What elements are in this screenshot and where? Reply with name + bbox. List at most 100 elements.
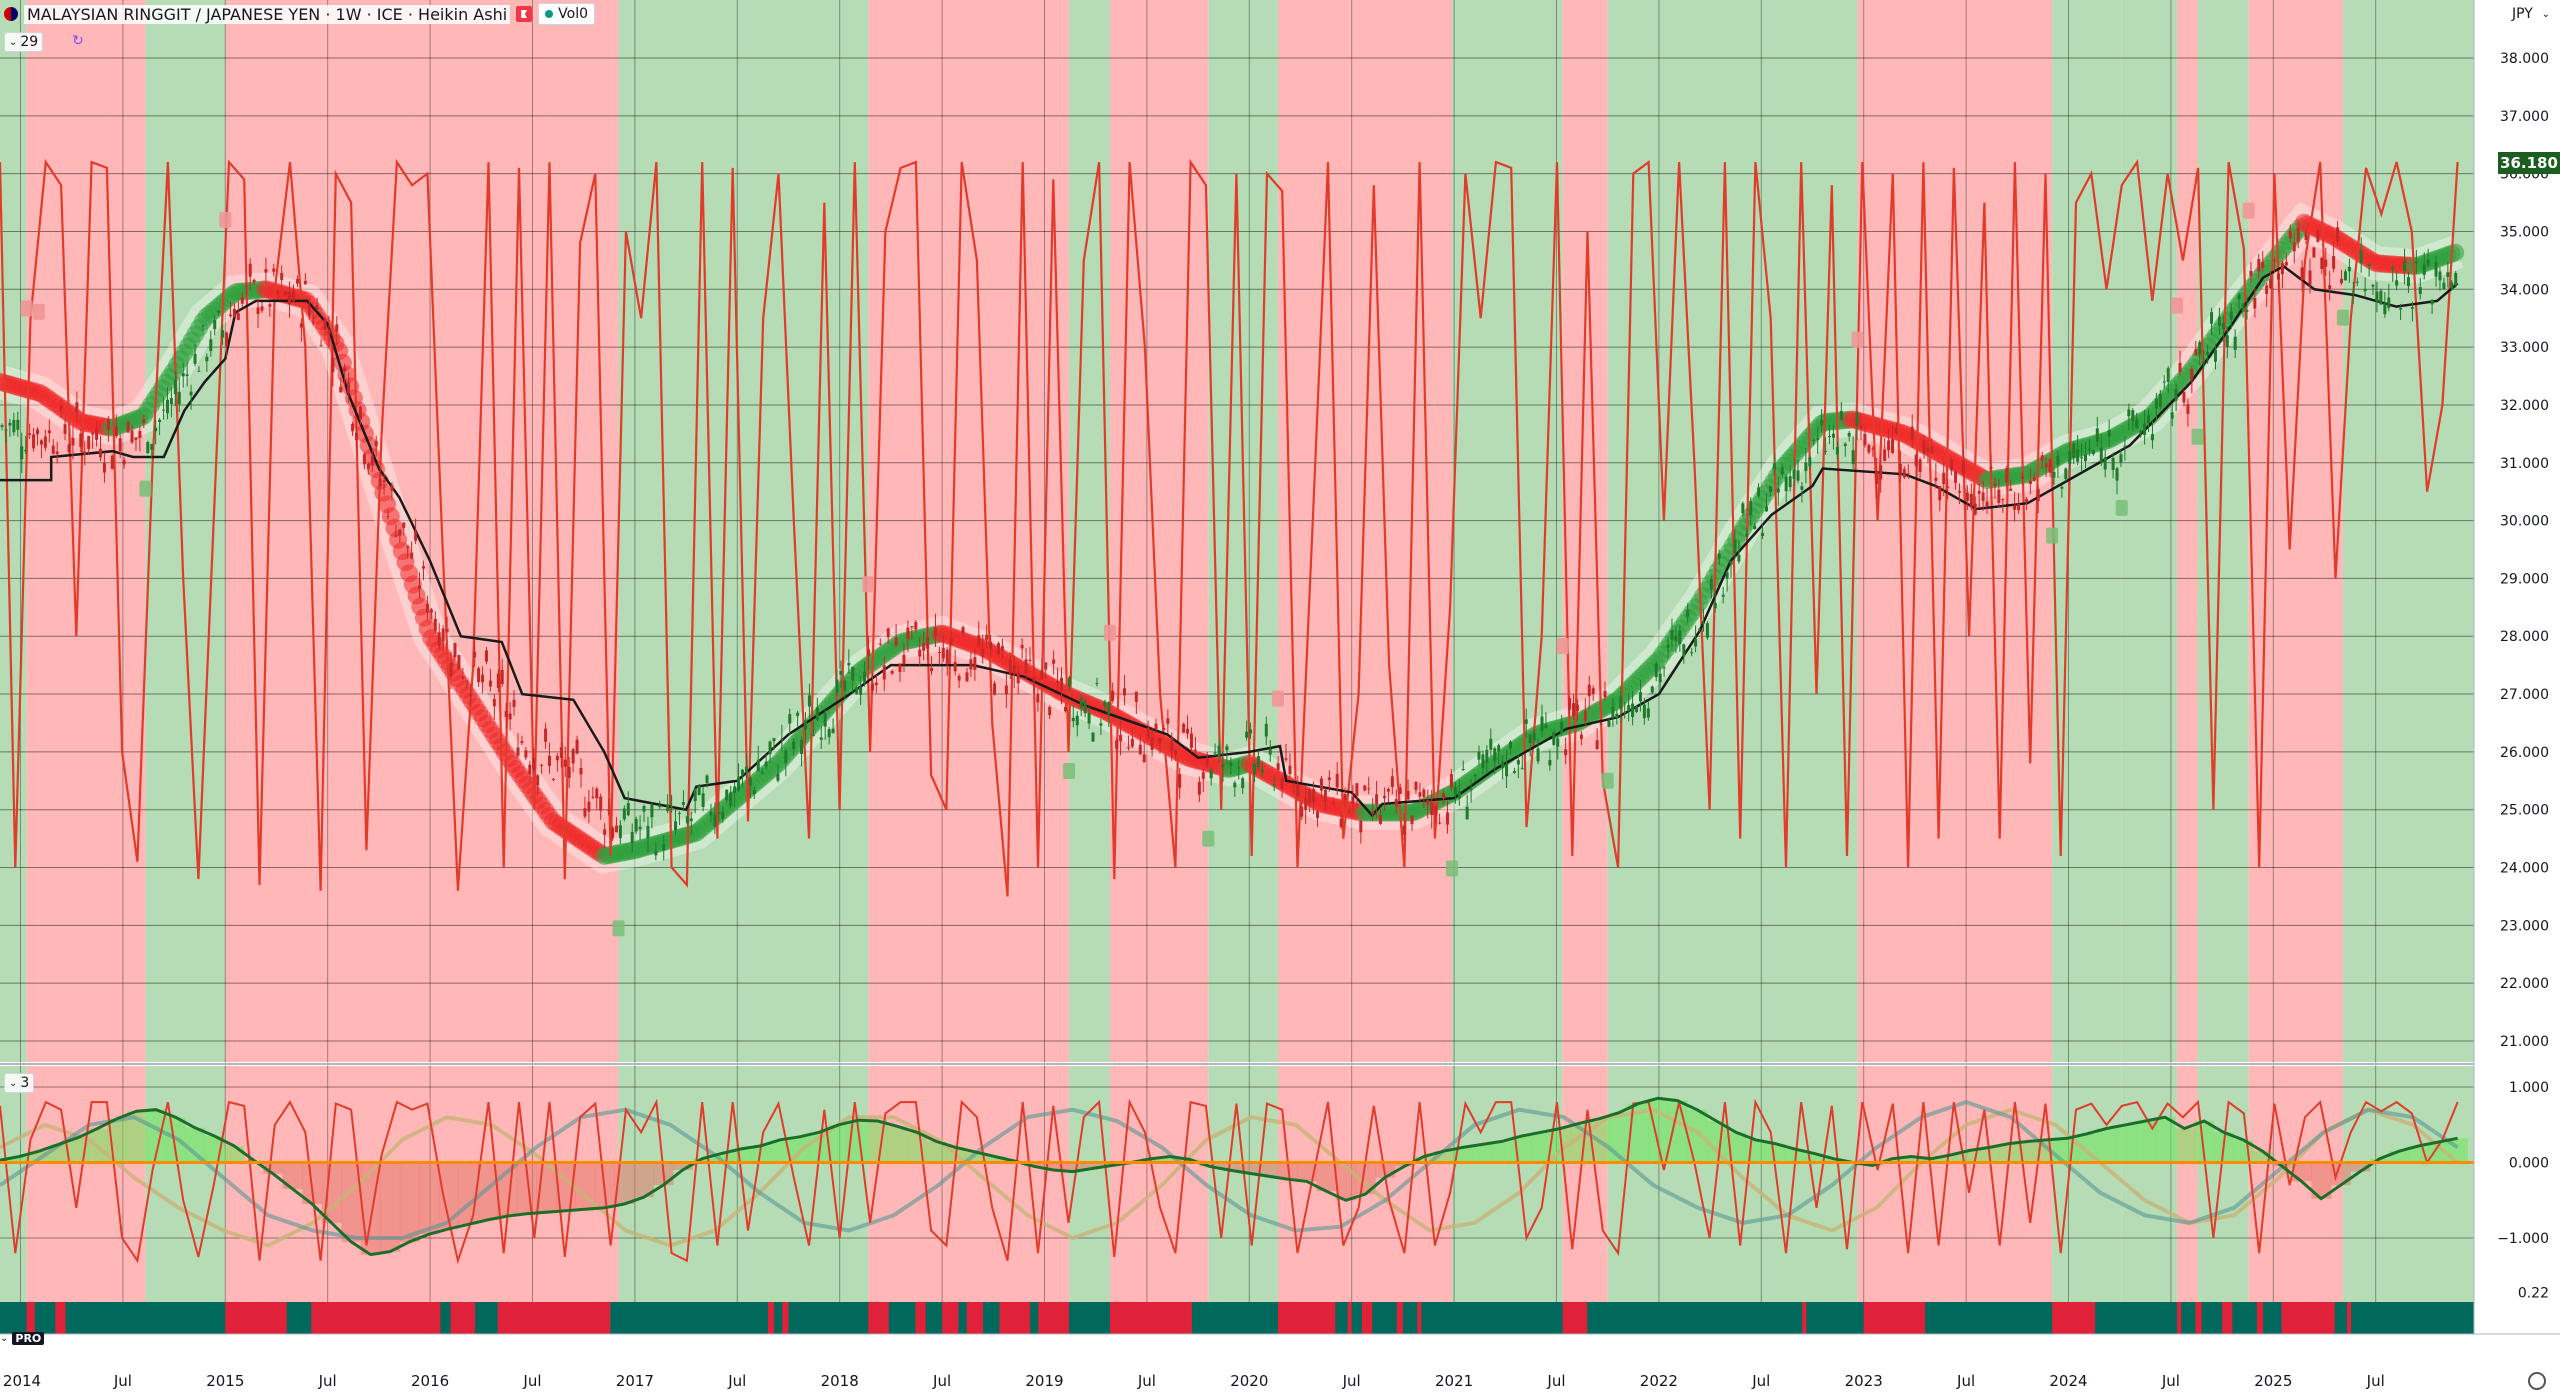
candle-body [2249,270,2253,277]
trend-zone-main [2248,0,2343,1062]
time-axis[interactable]: 2014 Jul 2015 Jul 2016 Jul 2017 Jul 2018 Jul 2019 J… [0,1333,2560,1398]
candle-body [1792,469,1796,479]
candle-body [284,291,288,296]
time-tick-label: Jul [1137,1372,1156,1390]
candle-body [1804,462,1808,471]
candle-body [677,812,681,814]
candle-body [2076,449,2080,462]
candle-body [1780,467,1784,475]
candle-body [1942,472,1946,485]
candle-body [264,269,268,273]
candle-body [1997,489,2001,503]
main-indicators-toggle[interactable]: ⌄ 29 [4,32,44,52]
histogram-bar [1687,1109,1708,1163]
candle-body [390,485,394,491]
tradingview-logo[interactable]: ⌄ PRO [0,1330,80,1346]
candle-body [536,775,540,786]
time-tick-label: Jul [932,1372,951,1390]
candle-body [477,668,481,683]
trend-background-zones [0,0,2474,1302]
volume-indicator-pill[interactable]: Vol0 [538,3,596,25]
trend-zone-main [145,0,226,1062]
candle-body [957,675,961,681]
strip-red-segment [1347,1302,1352,1334]
candle-body [2446,272,2450,277]
symbol-title[interactable]: MALAYSIAN RINGGIT / JAPANESE YEN · 1W · … [24,4,511,24]
candle-body [1327,777,1331,781]
candle-body [87,435,91,450]
candle-body [16,419,20,430]
time-tick-label: Jul [522,1372,541,1390]
candle-body [43,436,47,448]
oscillator-histogram [0,1098,2468,1255]
candle-body [1654,663,1658,677]
candle-body [500,669,504,684]
candle-body [1335,773,1339,788]
candle-body [0,425,4,427]
price-tick-label: 37.000 [2500,109,2549,125]
price-tick-label: 23.000 [2500,918,2549,934]
candle-body [1887,440,1891,451]
candle-body [693,788,697,802]
candle-body [567,767,571,778]
candle-body [421,566,425,569]
candle-body [268,304,272,307]
candle-body [1922,440,1926,454]
histogram-bar [126,1111,147,1163]
candle-body [2229,311,2233,320]
strip-red-segment [1277,1302,1336,1334]
candle-body [977,635,981,645]
candle-body [193,353,197,364]
time-tick-label: 2020 [1230,1372,1268,1390]
candle-body [1761,533,1765,536]
candle-body [1828,436,1832,438]
price-tick-label: 27.000 [2500,687,2549,703]
candle-body [1843,443,1847,447]
strip-red-segment [450,1302,476,1334]
candle-body [1323,789,1327,802]
alert-flag-icon[interactable] [516,6,533,22]
candle-body [2403,261,2407,272]
candle-body [1083,701,1087,714]
histogram-bar [1921,1158,1942,1163]
settings-gear-icon[interactable] [2528,1372,2546,1390]
candle-body [1363,785,1367,791]
candle-body [134,437,138,440]
candle-body [55,451,59,455]
candle-body [1863,433,1867,446]
candle-body [1552,732,1556,745]
candle-body [1642,704,1646,719]
currency-selector[interactable]: JPY ⌄ [2506,2,2556,26]
strip-red-segment [2195,1302,2202,1334]
candle-body [1682,644,1686,657]
candle-body [28,433,32,435]
time-tick-label: 2025 [2254,1372,2292,1390]
oscillator-axis[interactable]: 1.000 0.000 −1.000 0.22 [2497,1080,2549,1301]
candle-body [729,792,733,806]
candle-body [551,778,555,780]
sync-icon[interactable]: ↻ [72,33,84,49]
candle-body [488,680,492,687]
time-tick-label: 2022 [1640,1372,1678,1390]
candle-body [2048,459,2052,473]
candle-body [504,711,508,717]
candle-body [870,683,874,691]
strip-red-segment [782,1302,789,1334]
candle-body [902,655,906,664]
candle-body [1402,825,1406,835]
candle-body [642,806,646,812]
histogram-bar [2096,1128,2117,1163]
candle-body [1938,486,1942,501]
candle-body [114,426,118,437]
candle-body [1493,748,1497,762]
time-tick-label: Jul [1546,1372,1565,1390]
price-axis[interactable]: 38.00037.00036.00035.00034.00033.00032.0… [2473,0,2560,1398]
candle-body [327,329,331,335]
candle-body [1245,731,1249,738]
candle-body [236,313,240,320]
oscillator-indicators-toggle[interactable]: ⌄ 3 [4,1073,35,1093]
candle-body [244,285,248,287]
candle-body [827,729,831,738]
candle-body [803,720,807,730]
